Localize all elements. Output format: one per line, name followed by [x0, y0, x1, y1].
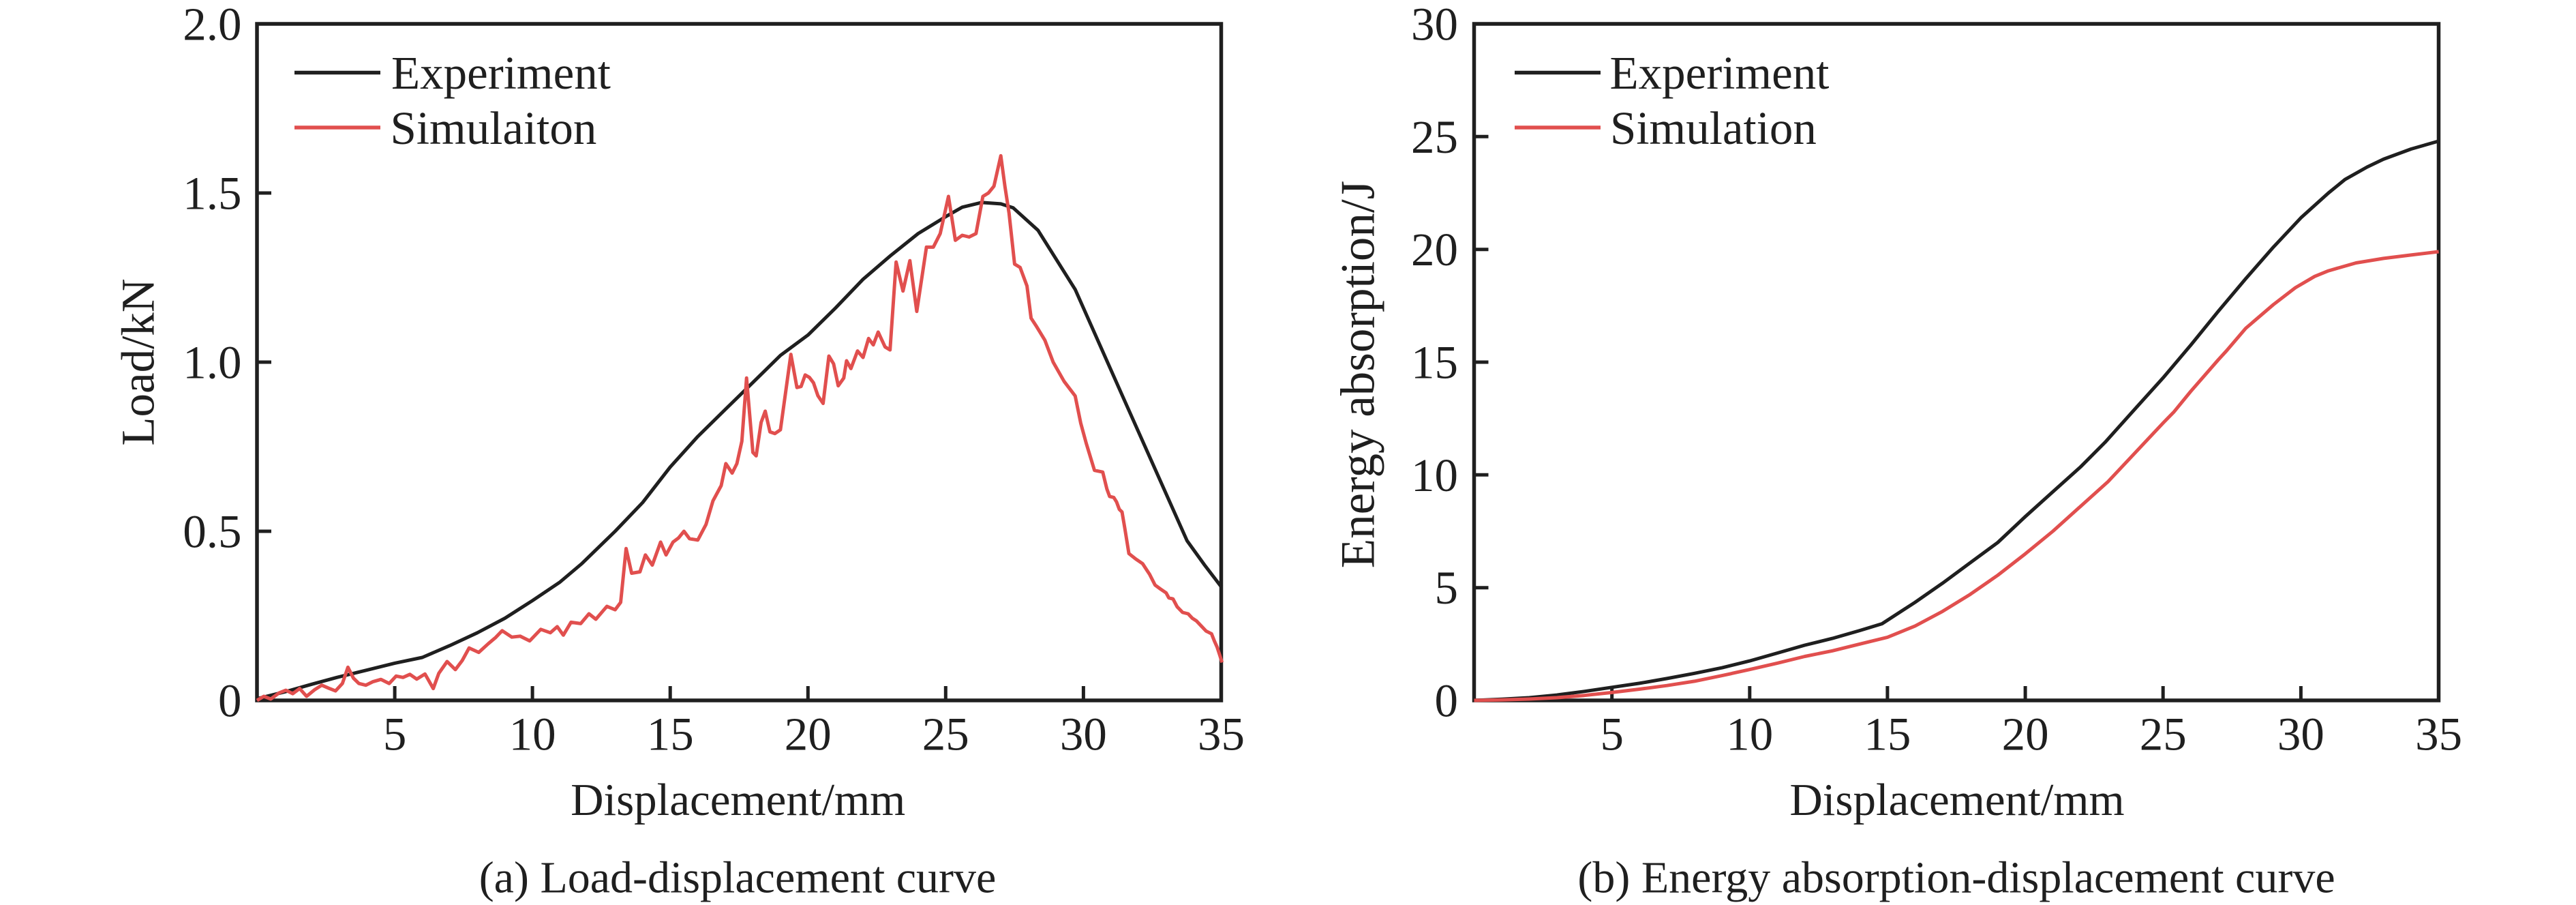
svg-text:Energy absorption/J: Energy absorption/J — [1332, 181, 1385, 569]
svg-text:0: 0 — [218, 675, 242, 727]
svg-text:Load/kN: Load/kN — [112, 278, 164, 445]
svg-text:Displacement/mm: Displacement/mm — [571, 775, 905, 825]
svg-text:0.5: 0.5 — [183, 506, 241, 558]
svg-text:20: 20 — [2002, 709, 2049, 760]
svg-text:5: 5 — [1600, 709, 1624, 760]
svg-text:(b) Energy absorption-displace: (b) Energy absorption-displacement curve — [1577, 853, 2335, 903]
svg-text:20: 20 — [1411, 224, 1458, 276]
svg-text:Displacement/mm: Displacement/mm — [1789, 775, 2124, 825]
svg-text:10: 10 — [1411, 449, 1458, 501]
svg-text:20: 20 — [785, 709, 832, 760]
svg-text:Simulation: Simulation — [1610, 102, 1817, 154]
svg-text:0: 0 — [1435, 675, 1459, 727]
svg-text:(a) Load-displacement curve: (a) Load-displacement curve — [479, 853, 997, 903]
svg-text:30: 30 — [2277, 709, 2324, 760]
svg-text:2.0: 2.0 — [183, 0, 241, 50]
svg-text:30: 30 — [1411, 0, 1458, 50]
svg-text:15: 15 — [1864, 709, 1911, 760]
svg-text:25: 25 — [2140, 709, 2187, 760]
svg-text:1.5: 1.5 — [183, 168, 241, 220]
svg-text:Simulaiton: Simulaiton — [391, 102, 597, 154]
svg-text:15: 15 — [1411, 337, 1458, 389]
svg-text:5: 5 — [1435, 562, 1459, 614]
svg-text:25: 25 — [1411, 111, 1458, 163]
svg-text:35: 35 — [2415, 709, 2462, 760]
svg-text:Experiment: Experiment — [391, 47, 611, 99]
svg-text:30: 30 — [1060, 709, 1107, 760]
svg-text:15: 15 — [647, 709, 694, 760]
svg-text:5: 5 — [383, 709, 407, 760]
svg-text:10: 10 — [1726, 709, 1773, 760]
svg-text:25: 25 — [922, 709, 969, 760]
svg-text:Experiment: Experiment — [1610, 47, 1830, 99]
svg-text:10: 10 — [509, 709, 556, 760]
svg-text:35: 35 — [1198, 709, 1245, 760]
svg-text:1.0: 1.0 — [183, 337, 241, 389]
